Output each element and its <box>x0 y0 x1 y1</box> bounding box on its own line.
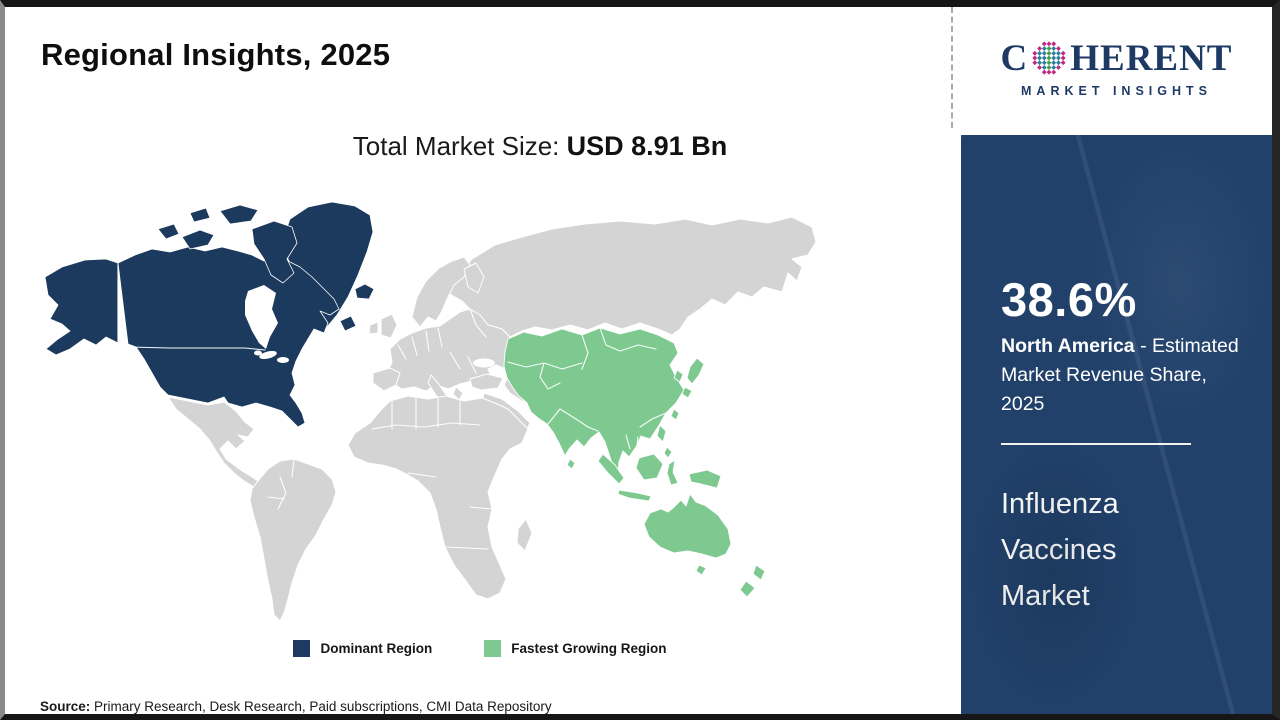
map-mexico-central-america <box>167 396 259 488</box>
sidebar-background-pattern <box>961 135 1272 714</box>
map-south-america <box>249 458 337 622</box>
region-desc-text: - Estimated Market Revenue Share, 2025 <box>1001 335 1239 416</box>
logo-globe-dots-icon <box>1032 40 1066 75</box>
map-philippines-south <box>663 446 673 459</box>
map-java <box>617 489 652 502</box>
map-scandinavia <box>411 256 471 328</box>
map-japan <box>686 357 705 385</box>
header-divider <box>951 7 953 128</box>
map-turkey <box>469 373 504 391</box>
map-sulawesi <box>666 459 679 486</box>
source-text: Primary Research, Desk Research, Paid su… <box>90 699 552 714</box>
map-philippines <box>656 424 667 443</box>
legend-label-fastest-growing: Fastest Growing Region <box>511 641 667 656</box>
map-borders-europe <box>397 308 487 374</box>
market-name: Influenza Vaccines Market <box>1001 488 1119 613</box>
market-share-description: North America - Estimated Market Revenue… <box>1001 332 1246 419</box>
map-border-canada-usa <box>127 346 266 351</box>
map-alaska <box>44 258 119 356</box>
map-legend: Dominant Region Fastest Growing Region <box>5 640 955 657</box>
map-new-zealand-south <box>739 580 756 598</box>
map-asia-pacific-mainland <box>503 327 685 472</box>
map-ellesmere-island <box>219 204 259 225</box>
map-borneo <box>635 453 664 481</box>
total-market-size-label: Total Market Size: <box>352 131 567 161</box>
total-market-size: Total Market Size: USD 8.91 Bn <box>5 131 955 162</box>
map-russia <box>447 216 817 338</box>
map-ireland <box>368 321 379 335</box>
logo-letters-herent: HERENT <box>1070 38 1233 79</box>
map-banks-island <box>157 223 180 240</box>
map-taiwan <box>670 408 680 421</box>
logo-letter-c: C <box>1000 38 1029 79</box>
page-title: Regional Insights, 2025 <box>41 37 391 72</box>
map-hudson-bay <box>245 285 278 349</box>
logo-tagline: MARKET INSIGHTS <box>1021 83 1212 98</box>
map-australia <box>643 493 732 559</box>
map-madagascar <box>516 518 533 552</box>
region-name: North America <box>1001 335 1135 358</box>
map-great-lake <box>254 350 262 356</box>
map-japan-south <box>681 386 693 399</box>
map-korea <box>673 369 684 383</box>
source-label: Source: <box>40 699 91 714</box>
legend-swatch-dominant <box>293 640 311 657</box>
map-borders-africa <box>371 396 493 550</box>
map-uk <box>380 313 398 339</box>
map-sri-lanka <box>566 458 576 470</box>
world-map-svg <box>44 201 817 622</box>
map-finland <box>463 262 485 294</box>
map-sumatra <box>597 453 625 485</box>
map-tasmania <box>695 564 707 576</box>
map-great-lake <box>277 357 289 363</box>
map-arctic-island <box>189 207 211 223</box>
map-baffin-island <box>251 220 298 284</box>
map-newfoundland <box>339 315 357 332</box>
map-borders-green-asia <box>507 327 667 454</box>
logo-wordmark: C HERENT <box>1001 38 1233 80</box>
map-black-sea <box>473 358 495 368</box>
legend-label-dominant: Dominant Region <box>320 641 433 656</box>
world-map <box>40 197 820 632</box>
legend-item-dominant: Dominant Region <box>293 640 432 657</box>
map-borders-south-america <box>267 458 295 510</box>
map-great-lake <box>259 350 277 360</box>
company-logo: C HERENT MARKET INSIGHTS <box>961 7 1272 128</box>
sidebar-panel: 38.6% North America - Estimated Market R… <box>961 135 1272 714</box>
source-line: Source: Primary Research, Desk Research,… <box>40 699 552 714</box>
legend-swatch-fastest-growing <box>484 640 502 657</box>
market-share-value: 38.6% <box>1001 273 1137 326</box>
map-new-zealand-north <box>752 564 766 581</box>
map-new-guinea <box>688 469 722 489</box>
map-victoria-island <box>181 229 215 250</box>
total-market-size-value: USD 8.91 Bn <box>566 131 728 161</box>
sidebar-divider-line <box>1001 443 1191 446</box>
legend-item-fastest-growing: Fastest Growing Region <box>484 640 667 657</box>
map-europe <box>385 308 513 392</box>
map-iberia <box>372 367 401 392</box>
map-iceland <box>354 283 375 300</box>
map-canada-usa <box>117 246 340 428</box>
